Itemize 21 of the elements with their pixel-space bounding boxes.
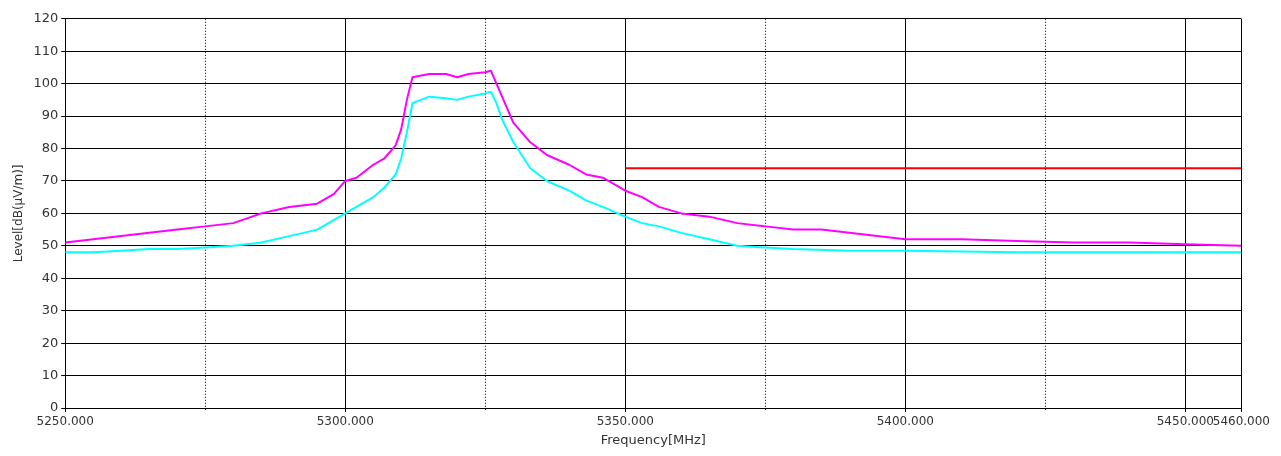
x-axis-title: Frequency[MHz]	[600, 431, 706, 447]
y-axis-title: Level[dB(µV/m)]	[11, 164, 26, 263]
y-tick-label: 50	[41, 237, 59, 253]
x-tick-label: 5460.000	[1212, 414, 1270, 429]
x-tick-label: 5350.000	[596, 414, 654, 429]
x-tick-label: 5400.000	[876, 414, 934, 429]
x-tick-label: 5250.000	[36, 414, 94, 429]
y-tick-label: 40	[41, 269, 59, 285]
y-tick-label: 110	[33, 42, 59, 58]
y-tick-label: 80	[41, 139, 59, 155]
y-tick-label: 90	[41, 107, 59, 123]
y-tick-label: 70	[41, 172, 59, 188]
y-tick-label: 0	[49, 399, 59, 415]
y-tick-label: 30	[41, 302, 59, 318]
y-tick-label: 10	[41, 366, 59, 382]
y-tick-label: 100	[33, 75, 59, 91]
y-tick-label: 20	[41, 334, 59, 350]
x-tick-label: 5450.000	[1156, 414, 1214, 429]
x-tick-label: 5300.000	[316, 414, 374, 429]
y-tick-label: 120	[33, 10, 59, 26]
y-tick-label: 60	[41, 204, 59, 220]
